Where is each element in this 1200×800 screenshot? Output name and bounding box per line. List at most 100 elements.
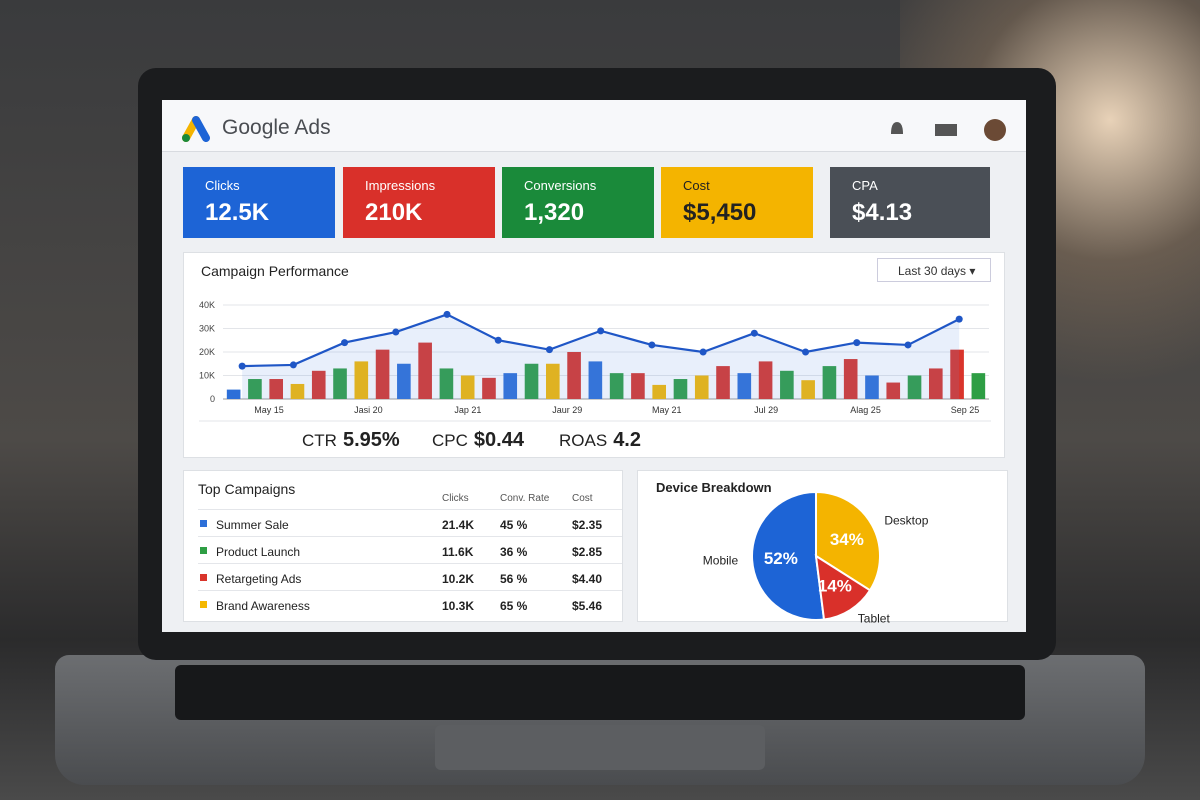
table-row[interactable]: Retargeting Ads 10.2K 56 % $4.40: [198, 563, 622, 590]
bar: [907, 375, 922, 399]
app-title: Google Ads: [222, 116, 331, 139]
bar: [631, 373, 645, 399]
bar: [716, 366, 730, 399]
cell: 10.2K: [442, 572, 475, 586]
header: Google Ads: [162, 100, 1026, 152]
cell: $2.85: [572, 545, 603, 559]
cell: $2.35: [572, 518, 603, 532]
line-point: [443, 310, 451, 318]
bar: [737, 373, 752, 399]
line-point: [750, 329, 758, 337]
bar: [822, 366, 837, 399]
line-point: [392, 328, 400, 336]
pie-slice: [751, 490, 826, 621]
line-point: [494, 336, 502, 344]
metric-value: 4.2: [613, 429, 641, 451]
bar: [971, 373, 986, 399]
slice-value-label: 34%: [830, 530, 864, 549]
pie-slice: [814, 554, 872, 621]
line-point: [802, 348, 810, 356]
campaign-name: Brand Awareness: [216, 599, 310, 613]
kpi-value: 1,320: [524, 199, 585, 226]
slice-name-label: Desktop: [884, 513, 928, 527]
bar: [354, 361, 369, 399]
metric-value: 5.95%: [342, 429, 400, 451]
row-swatch: [200, 574, 207, 581]
kpi-label: CPA: [852, 178, 878, 193]
metric-label: ROAS: [559, 431, 608, 450]
cell: 45 %: [500, 518, 528, 532]
kpi-value: 210K: [365, 199, 423, 226]
bar: [418, 342, 432, 399]
bar: [482, 377, 496, 399]
cell: $4.40: [572, 572, 603, 586]
y-tick-label: 30K: [199, 324, 215, 334]
x-tick-label: Sep 25: [951, 405, 980, 415]
line-point: [648, 341, 656, 349]
line-point: [853, 339, 861, 347]
bar: [397, 363, 411, 399]
slice-name-label: Mobile: [703, 554, 739, 568]
kpi-value: 12.5K: [205, 199, 270, 226]
bar: [567, 352, 581, 399]
column-header: Clicks: [442, 493, 469, 504]
x-tick-label: Jasi 20: [354, 405, 383, 415]
slice-value-label: 52%: [764, 549, 798, 568]
line-point: [955, 315, 963, 323]
bar: [439, 368, 454, 399]
bar: [673, 379, 688, 399]
range-dropdown[interactable]: Last 30 days ▾: [877, 258, 991, 282]
line-point: [289, 361, 297, 369]
campaign-panel: Campaign Performance Last 30 days ▾ 0 10K…: [183, 252, 1005, 458]
kpi-label: Conversions: [524, 178, 597, 193]
metric: CTR 5.95%: [302, 429, 400, 452]
menu-icon[interactable]: [935, 124, 957, 136]
device-panel: Device Breakdown 52% Mobile 34% Desktop 14% T…: [637, 470, 1008, 623]
slice-value-label: 14%: [818, 577, 852, 596]
cell: 56 %: [500, 572, 528, 586]
cell: 36 %: [500, 545, 528, 559]
kpi-value: $5,450: [683, 199, 757, 226]
bar: [226, 389, 241, 399]
kpi-card: Clicks 12.5K: [183, 167, 335, 238]
avatar[interactable]: [984, 119, 1006, 141]
table-row[interactable]: Product Launch 11.6K 36 % $2.85: [198, 536, 622, 563]
line-area: [242, 314, 960, 399]
logo: [182, 116, 210, 142]
bar: [886, 382, 901, 399]
campaign-name: Summer Sale: [216, 518, 289, 532]
line-point: [597, 327, 605, 335]
header-icons: [891, 119, 1006, 141]
table-row[interactable]: Summer Sale 21.4K 45 % $2.35: [198, 509, 622, 536]
panel-title: Campaign Performance: [201, 263, 349, 279]
panel-title: Top Campaigns: [198, 481, 296, 497]
metric: CPC $0.44: [432, 429, 524, 452]
bar: [524, 363, 539, 399]
device-pie: 52% Mobile 34% Desktop 14% Tablet: [703, 490, 929, 623]
top-campaigns-panel: Top Campaigns Clicks Conv. Rate Cost Summer…: [183, 470, 623, 622]
screen: Google Ads Clicks 12.5K Impressions 210K Con…: [162, 100, 1026, 632]
metric-label: CPC: [432, 431, 468, 450]
y-tick-label: 10K: [199, 371, 215, 381]
bell-icon[interactable]: [891, 122, 903, 134]
line-point: [904, 341, 912, 349]
row-swatch: [200, 520, 207, 527]
bar: [865, 375, 879, 399]
table-row[interactable]: Brand Awareness 10.3K 65 % $5.46: [198, 590, 622, 617]
bar: [652, 384, 667, 399]
campaign-name: Retargeting Ads: [216, 572, 302, 586]
performance-chart: 0 10K 20K 30K 40K May 15 Jasi 20 Jap 21 Jaur 29 M…: [199, 300, 991, 422]
bar: [248, 379, 262, 399]
x-tick-label: May 21: [652, 405, 682, 415]
range-text: Last 30 days: [898, 264, 967, 278]
bar: [801, 380, 815, 399]
x-tick-label: May 15: [254, 405, 284, 415]
line-point: [341, 339, 349, 347]
bar: [290, 383, 305, 399]
bar: [588, 361, 603, 399]
bar: [269, 379, 284, 399]
column-header: Conv. Rate: [500, 493, 550, 504]
y-tick-label: 0: [210, 394, 215, 404]
column-header: Cost: [572, 493, 593, 504]
